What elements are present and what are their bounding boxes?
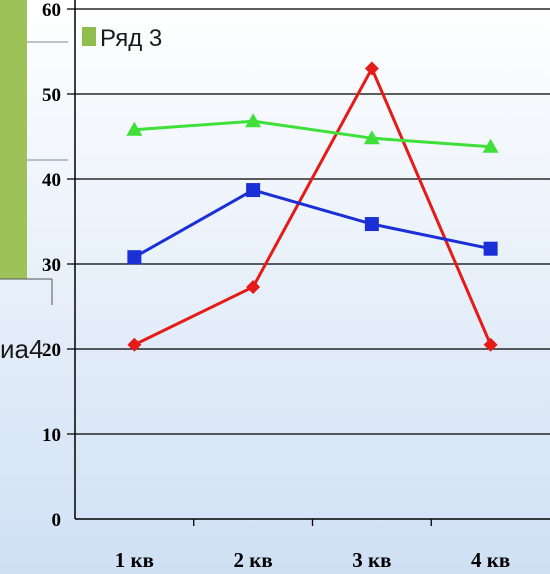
series-s3 [126, 113, 499, 153]
series-s2-point-4 [483, 241, 498, 256]
series-s1-point-2 [246, 279, 261, 294]
x-tick-label-3: 3 кв [352, 548, 391, 572]
series-s3-point-4 [482, 138, 499, 153]
series-layer [126, 61, 499, 352]
gridlines [67, 8, 550, 435]
tick-labels: 0 10 20 30 40 50 60 1 кв 2 кв 3 кв 4 кв [42, 0, 510, 572]
axes [74, 0, 550, 526]
x-tick-label-1: 1 кв [115, 548, 154, 572]
y-tick-label-60: 60 [42, 0, 61, 21]
series-s1 [127, 61, 498, 352]
series-s1-point-1 [127, 337, 142, 352]
series-s3-point-1 [126, 121, 143, 136]
series-s3-line [134, 119, 491, 149]
series-s2-line [133, 188, 491, 259]
series-s3-point-3 [363, 130, 380, 145]
x-tick-label-4: 4 кв [471, 548, 510, 572]
y-tick-label-50: 50 [42, 85, 61, 106]
y-tick-label-20: 20 [42, 340, 61, 361]
series-s1-point-4 [483, 337, 498, 352]
y-tick-label-40: 40 [42, 170, 61, 191]
legend-swatch-series-3 [82, 27, 96, 46]
legend: Ряд 3 [82, 25, 162, 52]
series-s1-point-3 [364, 61, 379, 76]
legend-label-series-3: Ряд 3 [100, 25, 162, 52]
x-tick-label-2: 2 кв [234, 548, 273, 572]
series-s2-point-2 [246, 183, 261, 198]
y-tick-label-30: 30 [42, 255, 61, 276]
left-green-panel [0, 0, 27, 279]
y-tick-label-0: 0 [52, 510, 62, 531]
left-text-fragment: иа4 [0, 334, 43, 364]
series-s2 [127, 183, 498, 265]
series-s1-line [133, 67, 493, 347]
series-s3-point-2 [245, 113, 262, 128]
y-tick-label-10: 10 [42, 425, 61, 446]
series-s2-point-3 [364, 217, 379, 232]
series-s2-point-1 [127, 250, 142, 265]
